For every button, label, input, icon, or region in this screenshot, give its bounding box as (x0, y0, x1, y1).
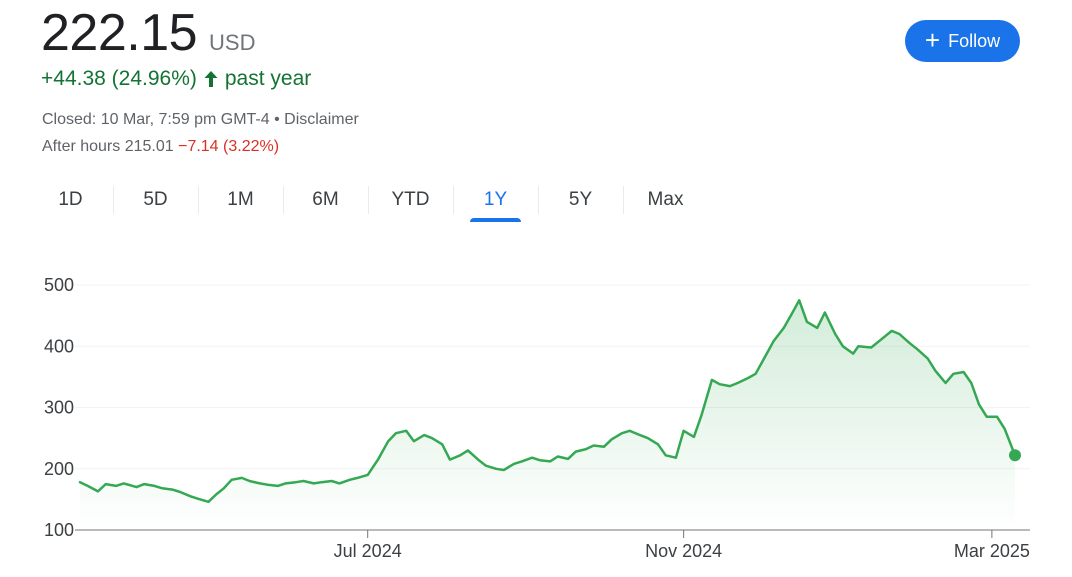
current-price: 222.15 (41, 4, 198, 62)
tab-1m[interactable]: 1M (198, 180, 283, 220)
y-tick-label-200: 200 (44, 459, 74, 479)
arrow-up-icon (204, 71, 218, 87)
follow-button-label: Follow (948, 30, 1001, 51)
tab-max[interactable]: Max (623, 180, 708, 220)
after-hours-change: −7.14 (3.22%) (178, 138, 280, 155)
tab-5d[interactable]: 5D (113, 180, 198, 220)
x-tick-label: Jul 2024 (334, 541, 402, 561)
x-tick-label: Nov 2024 (645, 541, 722, 561)
follow-button[interactable]: + Follow (905, 20, 1020, 62)
tab-ytd[interactable]: YTD (368, 180, 453, 220)
price-line (78, 299, 1017, 504)
after-hours-price: After hours 215.01 (42, 138, 174, 155)
time-range-tabs: 1D 5D 1M 6M YTD 1Y 5Y Max (28, 180, 708, 222)
price-chart[interactable]: 100 200 300 400 500 Jul 2024 Nov 2024 Mar 2025 (0, 260, 1072, 577)
y-tick-label-500: 500 (44, 275, 74, 295)
tab-5y[interactable]: 5Y (538, 180, 623, 220)
price-header: 222.15 USD (41, 2, 256, 64)
tab-6m[interactable]: 6M (283, 180, 368, 220)
price-change-period: past year (224, 67, 312, 90)
after-hours-info: After hours 215.01 −7.14 (3.22%) (42, 138, 279, 156)
price-change-value: +44.38 (24.96%) (41, 67, 197, 90)
price-area-fill (80, 300, 1015, 530)
tab-1d[interactable]: 1D (58, 189, 83, 210)
market-close-info: Closed: 10 Mar, 7:59 pm GMT-4 • Disclaim… (42, 111, 359, 128)
y-tick-label-300: 300 (44, 398, 74, 418)
y-tick-label-400: 400 (44, 336, 74, 356)
latest-price-dot (1009, 449, 1021, 462)
x-tick-label: Mar 2025 (954, 541, 1030, 561)
y-tick-label-100: 100 (44, 520, 74, 540)
plus-icon: + (924, 25, 941, 55)
price-change: +44.38 (24.96%) past year (41, 67, 311, 91)
currency-code: USD (209, 30, 256, 55)
tab-1y[interactable]: 1Y (453, 180, 538, 222)
